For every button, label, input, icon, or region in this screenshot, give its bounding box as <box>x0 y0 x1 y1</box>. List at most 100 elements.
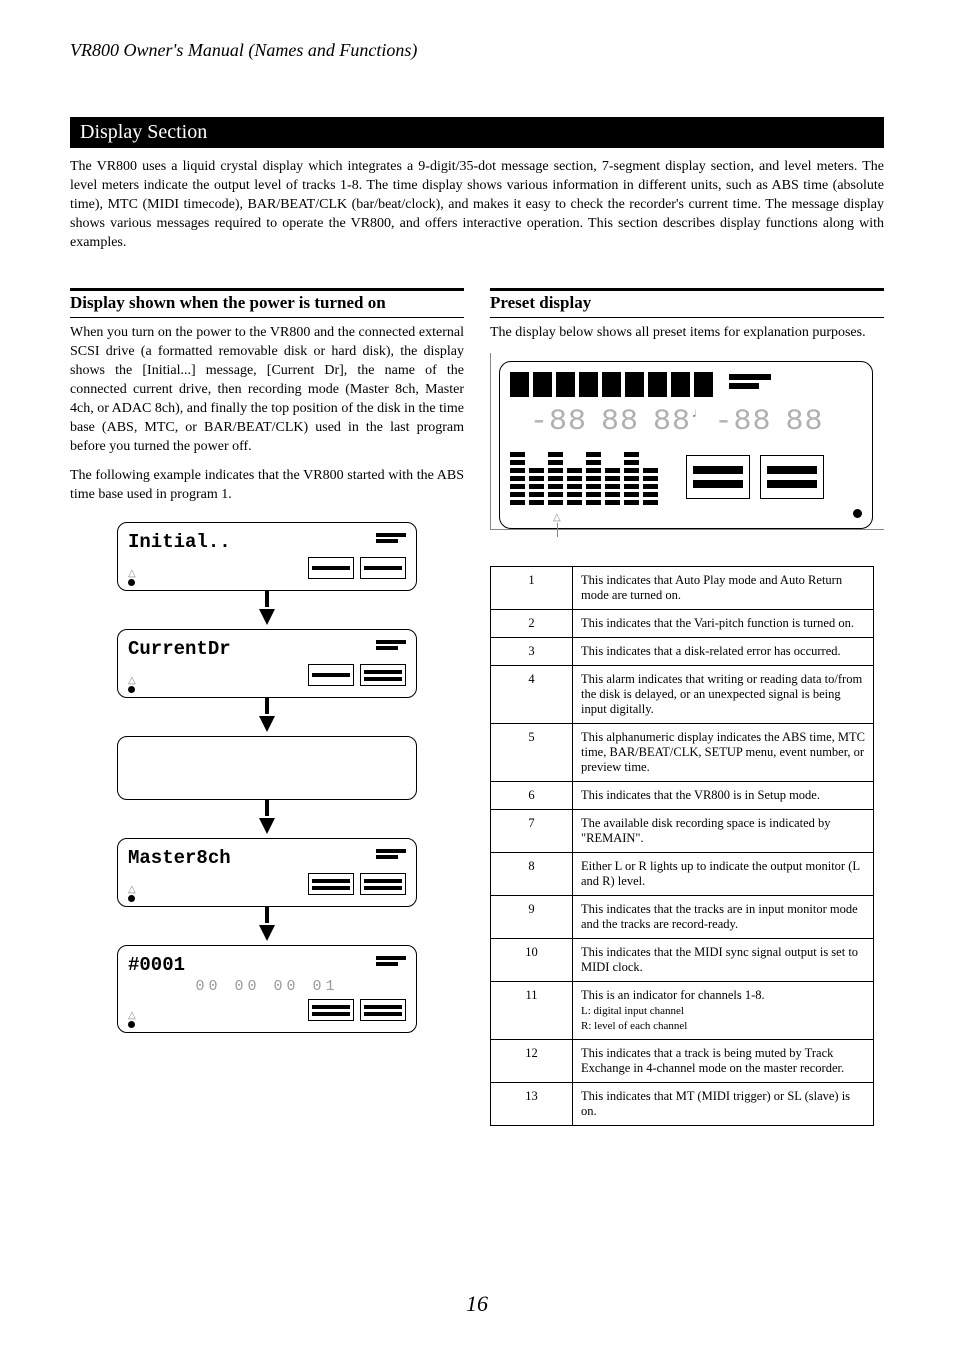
tick-mark <box>557 523 558 537</box>
channel-meter <box>643 468 658 505</box>
right-heading: Preset display <box>490 293 884 313</box>
dot-cell <box>602 372 621 397</box>
lcd-panel: Initial.. △ <box>117 522 417 591</box>
dot-cell <box>671 372 690 397</box>
lcd-panel: CurrentDr △ <box>117 629 417 698</box>
table-key-cell: 6 <box>491 782 573 810</box>
table-value-cell: This indicates that the Vari-pitch funct… <box>573 610 874 638</box>
channel-meter <box>605 468 620 505</box>
rule <box>490 288 884 291</box>
table-row: 5This alphanumeric display indicates the… <box>491 724 874 782</box>
table-row: 9This indicates that the tracks are in i… <box>491 896 874 939</box>
seg-c-with-note: 88♩ <box>653 405 700 439</box>
table-key-cell: 13 <box>491 1083 573 1126</box>
status-dot-icon <box>128 895 135 902</box>
table-key-cell: 9 <box>491 896 573 939</box>
preset-lcd-panel: -88 88 88♩ -88 88 <box>499 361 873 529</box>
seg-d: -88 <box>714 405 771 439</box>
mini-meter-icon <box>376 640 406 650</box>
table-row: 2This indicates that the Vari-pitch func… <box>491 610 874 638</box>
table-value-cell: The available disk recording space is in… <box>573 810 874 853</box>
seven-segment-row: -88 88 88♩ -88 88 <box>530 405 862 439</box>
table-key-cell: 1 <box>491 567 573 610</box>
intro-paragraph: The VR800 uses a liquid crystal display … <box>70 158 884 252</box>
dot-cell <box>625 372 644 397</box>
rule-thin <box>70 317 464 318</box>
table-row: 12This indicates that a track is being m… <box>491 1040 874 1083</box>
table-row: 7The available disk recording space is i… <box>491 810 874 853</box>
right-para: The display below shows all preset items… <box>490 324 884 343</box>
table-row: 8Either L or R lights up to indicate the… <box>491 853 874 896</box>
table-value-cell: This indicates that the tracks are in in… <box>573 896 874 939</box>
lcd-time-text: 00 00 00 01 <box>128 978 406 995</box>
table-row: 10This indicates that the MIDI sync sign… <box>491 939 874 982</box>
lr-mini-boxes <box>308 999 406 1021</box>
table-key-cell: 5 <box>491 724 573 782</box>
status-dot-icon <box>128 1021 135 1028</box>
lcd-message-text: Initial.. <box>128 531 231 553</box>
channel-meter <box>510 452 525 505</box>
table-row: 11This is an indicator for channels 1-8.… <box>491 982 874 1040</box>
table-value-cell: This indicates that the VR800 is in Setu… <box>573 782 874 810</box>
dot-message-area <box>510 372 713 397</box>
triangle-marker-icon: △ <box>553 512 561 523</box>
table-key-cell: 10 <box>491 939 573 982</box>
channel-meter <box>529 468 544 505</box>
running-header: VR800 Owner's Manual (Names and Function… <box>70 40 884 61</box>
r-meter-box <box>760 455 824 499</box>
triangle-marker-icon: △ <box>128 568 136 579</box>
lcd-message-text: #0001 <box>128 954 185 976</box>
mini-meter-icon <box>376 849 406 859</box>
rule <box>70 288 464 291</box>
rule-thin <box>490 317 884 318</box>
triangle-marker-icon: △ <box>128 675 136 686</box>
arrow-down-icon <box>259 925 275 941</box>
table-row: 6This indicates that the VR800 is in Set… <box>491 782 874 810</box>
status-dot-icon <box>128 686 135 693</box>
lcd-panel: Master8ch△ <box>117 838 417 907</box>
mini-meter-icon <box>376 533 406 543</box>
lr-mini-boxes <box>308 873 406 895</box>
left-column: Display shown when the power is turned o… <box>70 288 464 1126</box>
table-row: 3This indicates that a disk-related erro… <box>491 638 874 666</box>
l-meter-box <box>686 455 750 499</box>
table-value-cell: This indicates that a track is being mut… <box>573 1040 874 1083</box>
page-number: 16 <box>0 1291 954 1317</box>
table-row: 4This alarm indicates that writing or re… <box>491 666 874 724</box>
mini-meter-icon <box>376 956 406 966</box>
preset-description-table: 1This indicates that Auto Play mode and … <box>490 566 874 1126</box>
lr-mini-boxes <box>308 557 406 579</box>
table-key-cell: 4 <box>491 666 573 724</box>
table-value-cell: Either L or R lights up to indicate the … <box>573 853 874 896</box>
arrow-down-icon <box>259 716 275 732</box>
triangle-marker-icon: △ <box>128 1010 136 1021</box>
section-title-bar: Display Section <box>70 117 884 148</box>
dot-cell <box>694 372 713 397</box>
left-para-2: The following example indicates that the… <box>70 467 464 505</box>
seg-e: 88 <box>785 405 823 439</box>
lcd-panel: #0001 00 00 00 01 △ <box>117 945 417 1033</box>
channel-level-meters <box>510 449 658 505</box>
table-key-cell: 7 <box>491 810 573 853</box>
table-key-cell: 12 <box>491 1040 573 1083</box>
seg-a: -88 <box>530 405 587 439</box>
lcd-message-text: Master8ch <box>128 847 231 869</box>
dot-cell <box>533 372 552 397</box>
channel-meter <box>586 452 601 505</box>
arrow-down-icon <box>259 609 275 625</box>
table-value-cell: This alphanumeric display indicates the … <box>573 724 874 782</box>
channel-meter <box>567 468 582 505</box>
table-value-cell: This is an indicator for channels 1-8.L:… <box>573 982 874 1040</box>
table-row: 1This indicates that Auto Play mode and … <box>491 567 874 610</box>
table-key-cell: 8 <box>491 853 573 896</box>
dot-cell <box>556 372 575 397</box>
lcd-panel-blank <box>117 736 417 800</box>
table-value-cell: This indicates that Auto Play mode and A… <box>573 567 874 610</box>
seg-b: 88 <box>601 405 639 439</box>
channel-meter <box>548 452 563 505</box>
right-column: Preset display The display below shows a… <box>490 288 884 1126</box>
table-row: 13This indicates that MT (MIDI trigger) … <box>491 1083 874 1126</box>
table-value-cell: This indicates that the MIDI sync signal… <box>573 939 874 982</box>
status-dot-icon <box>853 509 862 518</box>
lcd-message-text: CurrentDr <box>128 638 231 660</box>
